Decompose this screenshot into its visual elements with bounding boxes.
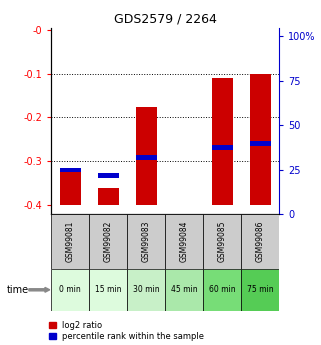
Bar	[212, 78, 233, 205]
Legend: log2 ratio, percentile rank within the sample: log2 ratio, percentile rank within the s…	[49, 321, 204, 341]
Bar	[60, 172, 81, 205]
Text: time: time	[6, 285, 29, 295]
Bar	[136, 107, 157, 205]
Text: 15 min: 15 min	[95, 285, 122, 294]
Text: 75 min: 75 min	[247, 285, 273, 294]
Bar	[165, 269, 203, 310]
Bar	[165, 214, 203, 269]
Bar	[127, 214, 165, 269]
Bar	[241, 214, 279, 269]
Text: 45 min: 45 min	[171, 285, 198, 294]
Text: GSM99081: GSM99081	[66, 221, 75, 262]
Bar	[89, 269, 127, 310]
Bar	[241, 269, 279, 310]
Text: GSM99082: GSM99082	[104, 221, 113, 262]
Bar	[250, 73, 271, 205]
Bar	[127, 269, 165, 310]
Text: GSM99083: GSM99083	[142, 221, 151, 262]
Title: GDS2579 / 2264: GDS2579 / 2264	[114, 12, 217, 25]
Text: 30 min: 30 min	[133, 285, 160, 294]
Bar	[98, 188, 119, 205]
Bar	[203, 214, 241, 269]
Bar	[51, 214, 89, 269]
Bar	[136, 155, 157, 160]
Text: GSM99085: GSM99085	[218, 221, 227, 262]
Bar	[89, 214, 127, 269]
Text: GSM99086: GSM99086	[256, 221, 265, 262]
Bar	[98, 173, 119, 178]
Bar	[250, 141, 271, 146]
Bar	[60, 168, 81, 172]
Bar	[51, 269, 89, 310]
Text: 60 min: 60 min	[209, 285, 236, 294]
Bar	[203, 269, 241, 310]
Bar	[212, 145, 233, 150]
Text: GSM99084: GSM99084	[180, 221, 189, 262]
Text: 0 min: 0 min	[59, 285, 81, 294]
